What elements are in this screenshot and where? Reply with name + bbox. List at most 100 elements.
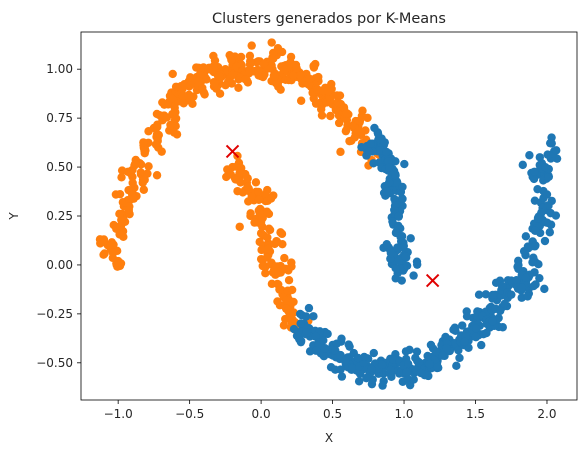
x-axis-ticks: −1.0 −0.5 0.0 0.5 1.0 1.5 2.0 [104,400,557,421]
cluster-1-point [255,237,264,247]
x-tick-label: 0.5 [323,407,342,421]
cluster-1-point [152,132,161,142]
cluster-1-point [281,296,291,305]
cluster-2-point [367,364,376,374]
cluster-2-point [530,167,539,176]
cluster-1-point [136,168,146,177]
cluster-2-point [540,236,550,246]
cluster-1-point [108,248,118,258]
cluster-1-point [171,114,181,123]
cluster-1-point [316,105,326,114]
cluster-2-point [398,182,407,192]
cluster-2-point [401,252,410,261]
y-axis-label: Y [7,212,21,221]
cluster-2-point [530,226,540,235]
cluster-1-point [296,96,306,105]
cluster-1-point [162,113,172,122]
cluster-2-point [360,352,369,362]
cluster-2-point [455,353,464,363]
cluster-2-point [540,284,549,294]
cluster-2-point [541,218,551,227]
cluster-2-point [393,243,402,252]
cluster-1-point [342,109,351,118]
cluster-2-point [365,147,374,157]
cluster-1-point [254,195,264,204]
cluster-1-point [152,171,162,180]
cluster-1-point [280,65,290,74]
cluster-2-point [535,273,544,283]
cluster-1-point [124,205,134,215]
cluster-2-point [336,350,345,360]
cluster-1-point [272,236,281,246]
cluster-1-point [158,98,167,107]
cluster-2-point [391,274,400,283]
centroid-layer [225,144,440,288]
cluster-2-point [533,213,543,223]
cluster-1-point [109,240,118,249]
cluster-1-point [228,70,237,80]
cluster-2-point [302,312,311,321]
cluster-2-point [517,283,527,292]
cluster-1-point [144,162,153,171]
cluster-2-point [518,160,527,170]
cluster-2-point [423,351,432,361]
cluster-1-point [215,89,225,98]
cluster-2-point [388,217,397,226]
cluster-2-point [512,275,521,285]
cluster-1-point [204,65,214,74]
cluster-2-point [401,347,411,356]
cluster-1-point [280,253,289,263]
centroid-marker [225,144,240,159]
cluster-1-point [254,187,263,197]
cluster-1-point [144,127,153,136]
cluster-1-point [234,83,243,93]
cluster-2-point [409,271,418,280]
cluster-1-point [210,79,219,88]
cluster-2-point [452,361,461,371]
cluster-2-point [391,171,400,180]
cluster-1-point [309,63,319,72]
cluster-1-point [115,189,125,199]
cluster-1-point [157,147,166,156]
cluster-2-point [394,211,403,221]
cluster-1-point [274,268,283,277]
cluster-2-point [474,290,484,299]
cluster-1-point [215,72,224,81]
cluster-1-point [279,321,289,330]
cluster-2-point [523,292,532,301]
cluster-1-point [123,167,133,177]
cluster-1-point [256,229,266,238]
cluster-1-point [235,222,244,231]
cluster-2-point [354,377,364,386]
cluster-1-point [129,194,138,203]
cluster-1-point [263,185,272,195]
cluster-2-point [488,316,497,326]
cluster-2-point [296,319,305,328]
cluster-2-point [402,368,411,377]
cluster-2-point [416,368,426,378]
cluster-2-point [528,258,537,267]
cluster-1-point [139,185,149,194]
cluster-1-point [198,83,207,93]
cluster-2-point [331,365,340,374]
cluster-1-point [267,38,276,47]
cluster-2-point [552,146,561,155]
cluster-2-point [369,348,379,358]
cluster-1-point [247,41,256,50]
cluster-1-point [361,126,370,135]
cluster-2-point [391,264,400,273]
cluster-2-point [523,242,533,251]
cluster-2-point [311,346,321,355]
cluster-1-point [235,176,244,186]
cluster-1-point [250,218,259,227]
cluster-1-point [273,44,283,53]
cluster-2-point [403,359,413,369]
cluster-2-point [353,353,363,363]
cluster-2-point [311,332,320,341]
cluster-2-point [425,359,434,369]
cluster-1-point [311,99,321,108]
cluster-1-point [115,209,124,219]
cluster-1-point [326,111,335,121]
cluster-2-point [551,211,561,220]
cluster-1-point [188,99,197,109]
